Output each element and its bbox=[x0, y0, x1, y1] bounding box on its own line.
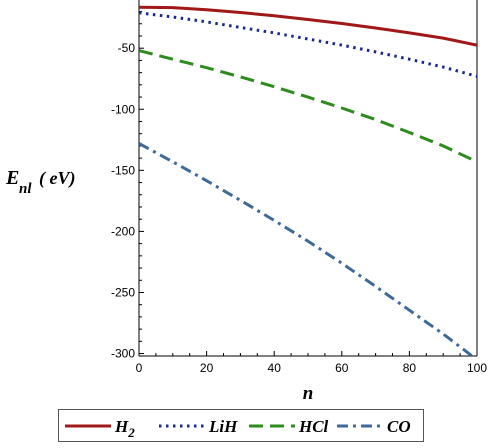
y-tick-label: -150 bbox=[111, 163, 135, 177]
y-tick-label: -250 bbox=[111, 285, 135, 299]
x-tick-label: 40 bbox=[268, 361, 282, 375]
y-axis-title-unit: ( eV) bbox=[39, 168, 75, 189]
y-axis-ticks: -50 -100 -150 -200 -250 -300 bbox=[111, 11, 144, 361]
series-line-hcl bbox=[139, 49, 477, 164]
legend-label: CO bbox=[387, 417, 411, 436]
x-tick-label: 80 bbox=[403, 361, 417, 375]
y-axis-title-main: E bbox=[5, 167, 19, 189]
x-axis-title: n bbox=[303, 383, 314, 404]
series-line-lih bbox=[139, 11, 477, 78]
x-axis-ticks: 0 20 40 60 80 100 bbox=[136, 351, 487, 375]
x-tick-label: 0 bbox=[136, 361, 143, 375]
y-axis-title-subscript: nl bbox=[19, 181, 32, 197]
legend-label: H2 bbox=[114, 417, 135, 440]
legend-label: LiH bbox=[208, 417, 238, 436]
legend-label: HCl bbox=[298, 417, 329, 436]
y-tick-label: -200 bbox=[111, 224, 135, 238]
y-tick-label: -300 bbox=[111, 347, 135, 361]
x-tick-label: 60 bbox=[335, 361, 349, 375]
series-line-h2 bbox=[139, 5, 477, 47]
series-layer bbox=[139, 5, 477, 356]
series-line-co bbox=[139, 142, 475, 356]
plot-frame bbox=[138, 0, 478, 357]
x-tick-label: 20 bbox=[200, 361, 214, 375]
x-tick-label: 100 bbox=[467, 361, 487, 375]
y-tick-label: -50 bbox=[118, 41, 136, 55]
y-tick-label: -100 bbox=[111, 102, 135, 116]
legend: H2 LiH HCl CO bbox=[58, 409, 424, 442]
y-axis-title: E nl ( eV) bbox=[5, 167, 75, 197]
legend-label-subscript: 2 bbox=[127, 425, 135, 440]
